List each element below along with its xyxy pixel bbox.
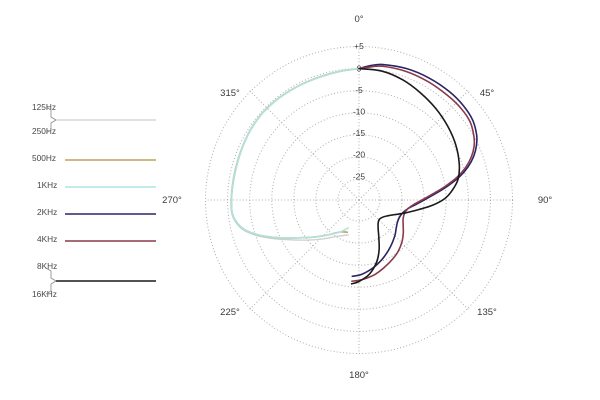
svg-text:+5: +5 [354, 41, 364, 51]
svg-text:225°: 225° [220, 307, 240, 318]
svg-text:0°: 0° [354, 14, 363, 25]
svg-text:16KHz: 16KHz [32, 289, 57, 299]
svg-text:250Hz: 250Hz [32, 126, 56, 136]
svg-text:315°: 315° [220, 88, 240, 99]
svg-text:135°: 135° [477, 307, 497, 318]
svg-text:8KHz: 8KHz [37, 261, 57, 271]
svg-text:45°: 45° [480, 88, 495, 99]
svg-text:-25: -25 [353, 172, 366, 182]
svg-text:4KHz: 4KHz [37, 234, 57, 244]
svg-text:500Hz: 500Hz [32, 153, 56, 163]
svg-text:1KHz: 1KHz [37, 180, 57, 190]
svg-text:180°: 180° [349, 370, 369, 381]
svg-text:270°: 270° [162, 195, 182, 206]
svg-text:125Hz: 125Hz [32, 102, 56, 112]
svg-text:90°: 90° [538, 195, 553, 206]
svg-text:-20: -20 [353, 150, 366, 160]
svg-text:-10: -10 [353, 107, 366, 117]
svg-text:-15: -15 [353, 128, 366, 138]
svg-text:2KHz: 2KHz [37, 207, 57, 217]
svg-text:-5: -5 [355, 85, 363, 95]
